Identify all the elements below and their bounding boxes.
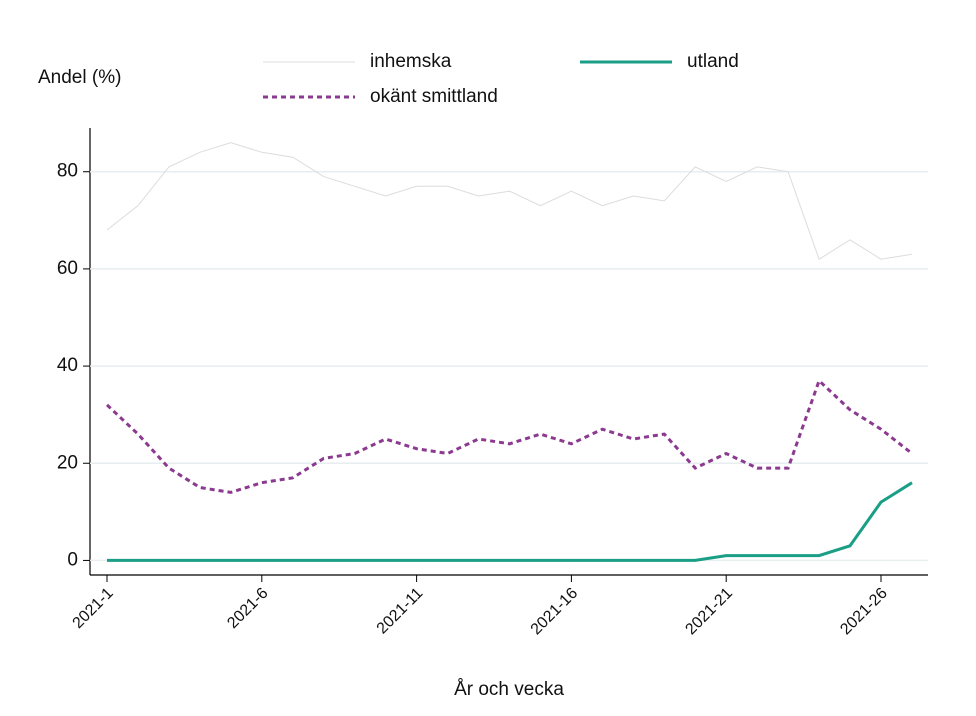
series-line [107,481,913,562]
y-tick-label: 40 [57,355,78,376]
y-tick-label: 20 [57,452,78,473]
y-tick-label: 0 [67,549,78,570]
x-tick-label: 2021-6 [224,585,271,632]
x-tick-label: 2021-1 [70,585,117,632]
x-tick-label: 2021-26 [837,585,891,639]
y-tick-label: 80 [57,161,78,182]
legend-label: utland [687,51,739,72]
series-line [105,378,913,494]
legend-label: okänt smittland [370,86,498,107]
y-axis-label: Andel (%) [38,67,121,88]
y-tick-label: 60 [57,258,78,279]
x-tick-label: 2021-11 [374,585,427,638]
legend-label: inhemska [370,51,452,72]
x-tick-label: 2021-21 [682,585,736,639]
x-axis-label: År och vecka [454,679,564,700]
x-tick-label: 2021-16 [528,585,582,639]
series-line [106,142,913,260]
